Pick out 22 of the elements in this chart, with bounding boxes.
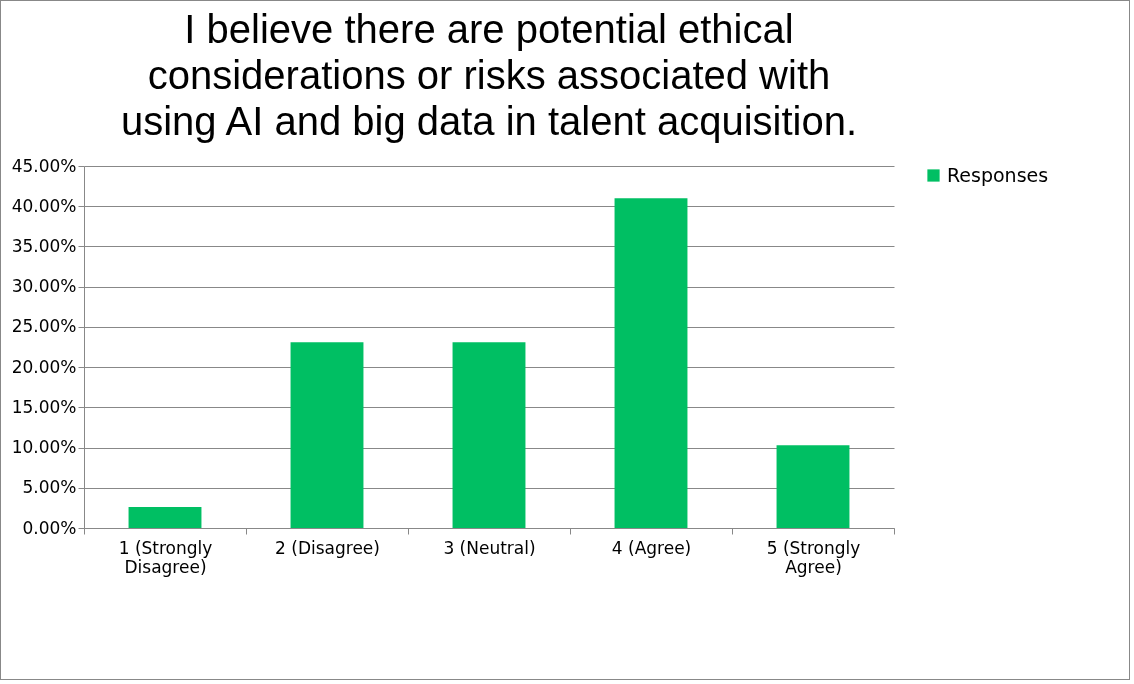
bar <box>290 342 364 528</box>
y-tick-label: 40.00% <box>11 195 77 216</box>
legend-label: Responses <box>947 163 1049 186</box>
y-tick-label: 0.00% <box>22 517 77 538</box>
bar <box>614 198 688 528</box>
bar <box>776 445 850 528</box>
x-tick-label: 3 (Neutral) <box>443 537 536 558</box>
x-tick-label: 2 (Disagree) <box>275 537 380 558</box>
bar <box>128 507 202 528</box>
y-tick-label: 10.00% <box>11 437 77 458</box>
chart-title: I believe there are potential ethical considerations or risks associated with using AI and big data in talent acquisition. <box>120 7 858 143</box>
y-tick-label: 20.00% <box>11 356 77 377</box>
x-tick-label: 5 (Strongly Agree) <box>766 537 861 577</box>
x-tick-label: 4 (Agree) <box>611 537 692 558</box>
y-tick-label: 30.00% <box>11 276 77 297</box>
y-tick-label: 5.00% <box>22 477 77 498</box>
y-tick-label: 35.00% <box>11 235 77 256</box>
y-tick-label: 15.00% <box>11 396 77 417</box>
y-tick-label: 45.00% <box>11 155 77 176</box>
bar <box>452 342 526 528</box>
x-tick-label: 1 (Strongly Disagree) <box>118 537 213 577</box>
y-tick-label: 25.00% <box>11 316 77 337</box>
